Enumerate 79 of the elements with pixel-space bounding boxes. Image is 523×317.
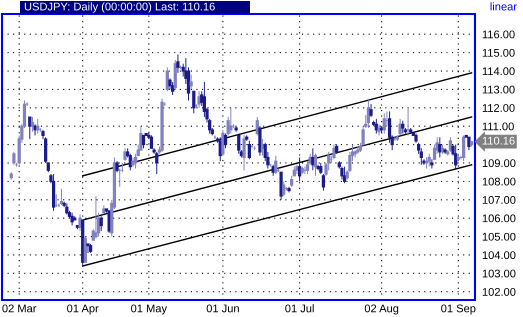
candlestick (229, 107, 232, 134)
candlestick (171, 82, 174, 96)
candlestick (28, 116, 32, 140)
x-tick-label: 01 Sep (441, 304, 476, 315)
candlestick (424, 156, 428, 169)
candlestick (218, 136, 222, 162)
y-tick-label: 113.00 (482, 86, 515, 94)
text: 110.16 (482, 136, 515, 145)
candlestick (369, 104, 373, 118)
candlestick (282, 180, 286, 197)
candlestick (256, 116, 259, 136)
candlestick (36, 118, 40, 134)
x-tick-label: 01 Apr (67, 304, 99, 315)
candlestick (89, 243, 92, 254)
candlestick (335, 144, 338, 154)
candlestick (401, 120, 404, 134)
y-tick-label: 107.00 (482, 196, 516, 204)
y-tick-label: 109.00 (482, 159, 516, 168)
y-tick-label: 115.00 (482, 48, 515, 57)
y-tick-label: 104.00 (482, 251, 516, 260)
x-tick-label: 01 Jul (285, 304, 314, 312)
candlestick (86, 243, 90, 254)
candlestick (462, 134, 466, 162)
candlestick (374, 118, 378, 134)
candlestick (274, 155, 278, 174)
candlestick (428, 153, 431, 168)
candlestick (142, 134, 146, 149)
y-tick-label: 102.00 (482, 288, 516, 296)
candlestick (366, 98, 370, 129)
candlestick (438, 136, 442, 158)
candlestick (100, 216, 103, 232)
y-tick-label: 112.00 (482, 104, 515, 112)
candlestick (332, 144, 336, 160)
candlestick (115, 160, 119, 173)
candlestick (322, 174, 326, 192)
candlestick (166, 66, 169, 92)
y-tick-label: 105.00 (482, 232, 516, 241)
candlestick (176, 54, 180, 74)
candlestick (319, 162, 322, 174)
candlestick (467, 136, 471, 151)
candlestick (174, 59, 177, 90)
candlestick (192, 90, 196, 114)
y-tick-label: 114.00 (482, 67, 515, 76)
x-tick-label: 01 May (131, 304, 168, 315)
chart-title: USDJPY: Daily (00:00:00) Last: 110.16 (24, 2, 215, 13)
candlestick (377, 124, 381, 136)
y-tick-label: 111.00 (482, 122, 514, 130)
text: linear (490, 2, 517, 10)
candlestick (314, 153, 318, 176)
y-tick-label: 106.00 (482, 214, 516, 222)
candlestick (237, 134, 240, 154)
x-tick-label: 01 Jun (206, 304, 239, 312)
candlestick (12, 151, 16, 166)
candlestick (440, 144, 444, 154)
x-tick-label: 02 Mar (2, 304, 36, 312)
candlestick (242, 134, 246, 171)
candlestick (155, 151, 158, 174)
y-tick-label: 108.00 (482, 178, 516, 186)
candlestick (60, 188, 64, 206)
y-tick-label: 103.00 (482, 270, 516, 278)
candlestick (190, 74, 193, 90)
y-tick-label: 116.00 (482, 30, 515, 38)
candlestick (414, 133, 418, 144)
candlestick (131, 156, 135, 168)
candlestick (65, 202, 68, 215)
candlestick (298, 156, 302, 182)
candlestick (224, 133, 228, 149)
candlestick (258, 126, 262, 156)
candlestick (342, 166, 346, 184)
candlestick (134, 153, 138, 169)
candlestick (382, 112, 386, 134)
candlestick (30, 116, 34, 132)
x-tick-label: 02 Aug (364, 304, 398, 315)
candlestick (94, 196, 98, 239)
candlestick (454, 144, 458, 169)
candlestick (430, 158, 434, 169)
candlestick (84, 236, 87, 263)
candlestick (311, 148, 314, 171)
candlestick (248, 140, 251, 160)
